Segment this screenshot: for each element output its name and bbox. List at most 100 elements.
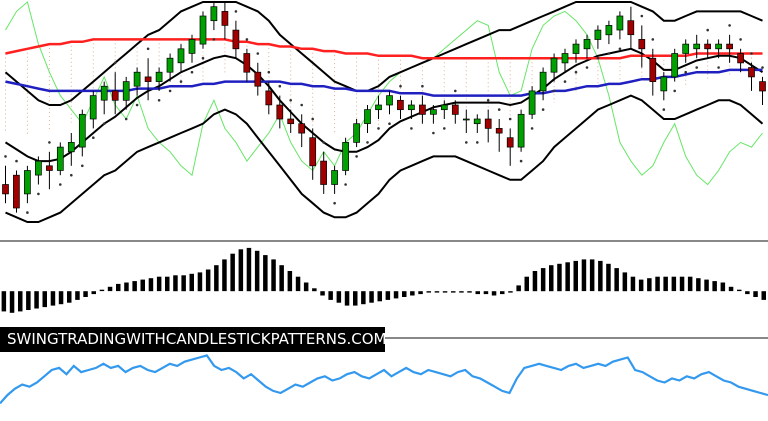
oscillator-bar <box>328 291 333 300</box>
oscillator-bar <box>549 265 554 292</box>
sar-dot <box>377 127 380 130</box>
sar-dot <box>706 28 709 32</box>
oscillator-bar <box>189 273 194 292</box>
oscillator-bar <box>173 275 178 292</box>
fast-ma-line <box>5 38 763 60</box>
sar-dot <box>168 89 172 93</box>
candle-body <box>210 6 218 22</box>
oscillator-bar <box>426 291 431 293</box>
oscillator-bar <box>312 288 317 292</box>
sar-dot <box>267 70 271 74</box>
candle-body <box>484 118 492 129</box>
candle-body <box>243 53 251 73</box>
candle-body <box>726 43 733 50</box>
sar-dot <box>201 56 205 60</box>
candle-body <box>462 118 470 121</box>
sar-dot <box>476 141 479 144</box>
candle-body <box>111 90 119 101</box>
oscillator-bar <box>75 291 80 300</box>
oscillator-bar <box>230 253 235 292</box>
candle-body <box>265 90 273 106</box>
oscillator-bar <box>491 291 497 296</box>
sar-dot <box>651 38 655 41</box>
oscillator-bar <box>34 291 39 309</box>
sar-dot <box>596 56 600 60</box>
candle-body <box>649 57 657 82</box>
candle-body <box>298 123 306 134</box>
oscillator-bar <box>589 259 595 292</box>
candle-body <box>386 95 393 106</box>
sar-dot <box>750 52 753 55</box>
sar-dot <box>157 99 161 102</box>
candle-body <box>320 160 327 185</box>
candle-body <box>397 99 404 111</box>
sar-dot <box>662 108 666 111</box>
sar-dot <box>421 84 424 88</box>
oscillator-bar <box>728 286 734 292</box>
oscillator-bar <box>124 282 129 292</box>
oscillator-bar <box>442 291 448 293</box>
sar-dot <box>234 10 238 13</box>
candle-body <box>364 109 371 124</box>
oscillator-bar <box>50 291 56 306</box>
oscillator-bar <box>524 276 529 292</box>
rsi-panel <box>0 354 768 405</box>
candle-body <box>572 43 580 54</box>
oscillator-bar <box>581 259 587 292</box>
candle-body <box>594 29 602 40</box>
candle-body <box>616 15 624 31</box>
candle-body <box>561 53 569 64</box>
candle-body <box>287 118 295 125</box>
oscillator-bar <box>26 291 31 310</box>
oscillator-bar <box>687 276 693 292</box>
candle-body <box>430 109 437 115</box>
candle-body <box>638 39 646 50</box>
oscillator-bar <box>9 291 15 313</box>
candle-body <box>122 81 130 101</box>
candle-body <box>550 57 558 73</box>
candle-body <box>155 71 163 82</box>
oscillator-bar <box>671 276 677 292</box>
sar-dot <box>410 127 413 130</box>
sar-dot <box>355 155 358 158</box>
sar-dot <box>717 66 720 69</box>
oscillator-bar <box>606 263 611 292</box>
rsi-line <box>0 354 768 405</box>
oscillator-panel <box>1 247 766 313</box>
candle-body <box>232 29 240 50</box>
oscillator-bar <box>630 276 636 292</box>
sar-dot <box>530 127 534 130</box>
oscillator-bar <box>91 291 96 295</box>
sar-dot <box>322 141 326 144</box>
sar-dot <box>574 70 578 74</box>
oscillator-bar <box>704 279 709 292</box>
oscillator-bar <box>107 286 113 292</box>
candle-body <box>78 113 86 148</box>
candle-body <box>671 53 679 78</box>
oscillator-bar <box>385 291 391 300</box>
oscillator-bar <box>1 291 7 312</box>
sar-dot <box>311 117 315 121</box>
sar-dot <box>607 52 611 55</box>
oscillator-bar <box>246 247 252 292</box>
oscillator-bar <box>83 291 88 297</box>
oscillator-bar <box>753 291 758 297</box>
candle-body <box>517 113 525 148</box>
candle-body <box>748 67 755 78</box>
candle-body <box>276 104 284 120</box>
candle-body <box>473 118 481 125</box>
oscillator-bar <box>197 272 203 292</box>
slow-ma-line <box>5 68 763 97</box>
oscillator-bar <box>222 259 227 292</box>
candle-body <box>737 53 744 64</box>
sar-dot <box>245 38 249 41</box>
oscillator-bar <box>614 268 619 292</box>
candle-body <box>56 146 64 171</box>
sar-dot <box>541 108 545 111</box>
candle-body <box>451 104 459 115</box>
oscillator-bar <box>279 265 284 292</box>
sar-dot <box>300 103 304 107</box>
sar-dot <box>519 159 523 163</box>
candle-body <box>13 174 20 209</box>
